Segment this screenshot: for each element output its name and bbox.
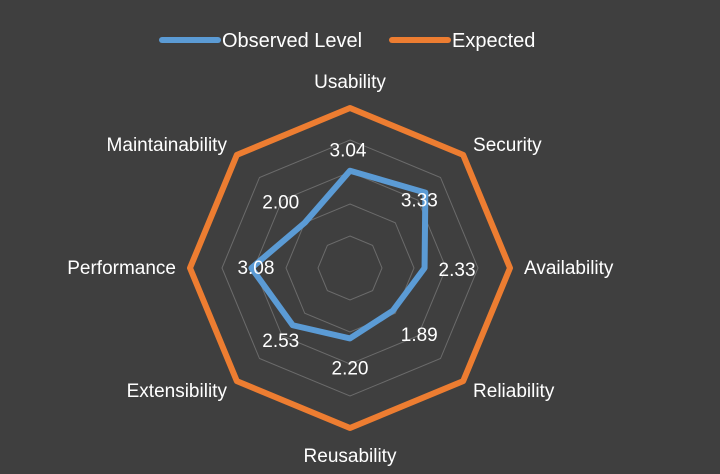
data-label-maintainability: 2.00 bbox=[262, 193, 299, 214]
series-line-observed-level bbox=[248, 167, 429, 342]
category-label-security: Security bbox=[473, 135, 542, 156]
grid-ring-1 bbox=[317, 235, 383, 301]
data-label-extensibility: 2.53 bbox=[262, 331, 299, 352]
category-label-extensibility: Extensibility bbox=[127, 381, 228, 402]
category-label-performance: Performance bbox=[67, 258, 176, 279]
data-label-availability: 2.33 bbox=[439, 260, 476, 281]
category-label-reliability: Reliability bbox=[473, 381, 555, 402]
legend: Observed Level Expected bbox=[159, 30, 535, 52]
data-label-reusability: 2.20 bbox=[332, 358, 369, 379]
category-label-maintainability: Maintainability bbox=[107, 135, 228, 156]
data-label-performance: 3.08 bbox=[237, 258, 274, 279]
grid-ring-2 bbox=[285, 203, 415, 333]
series-line-expected bbox=[187, 105, 513, 431]
category-labels: Usability Security Availability Reliability… bbox=[67, 72, 614, 467]
legend-label-expected: Expected bbox=[452, 30, 535, 52]
data-label-reliability: 1.89 bbox=[401, 325, 438, 346]
data-label-security: 3.33 bbox=[401, 191, 438, 212]
category-label-availability: Availability bbox=[524, 258, 614, 279]
series-layer bbox=[187, 105, 513, 431]
grid-ring-4 bbox=[221, 139, 479, 397]
legend-label-observed-level: Observed Level bbox=[222, 30, 362, 52]
data-labels: 3.04 3.33 2.33 1.89 2.20 2.53 3.08 2.00 bbox=[237, 141, 475, 380]
data-label-usability: 3.04 bbox=[330, 141, 367, 162]
category-label-usability: Usability bbox=[314, 72, 386, 93]
category-label-reusability: Reusability bbox=[304, 446, 397, 467]
